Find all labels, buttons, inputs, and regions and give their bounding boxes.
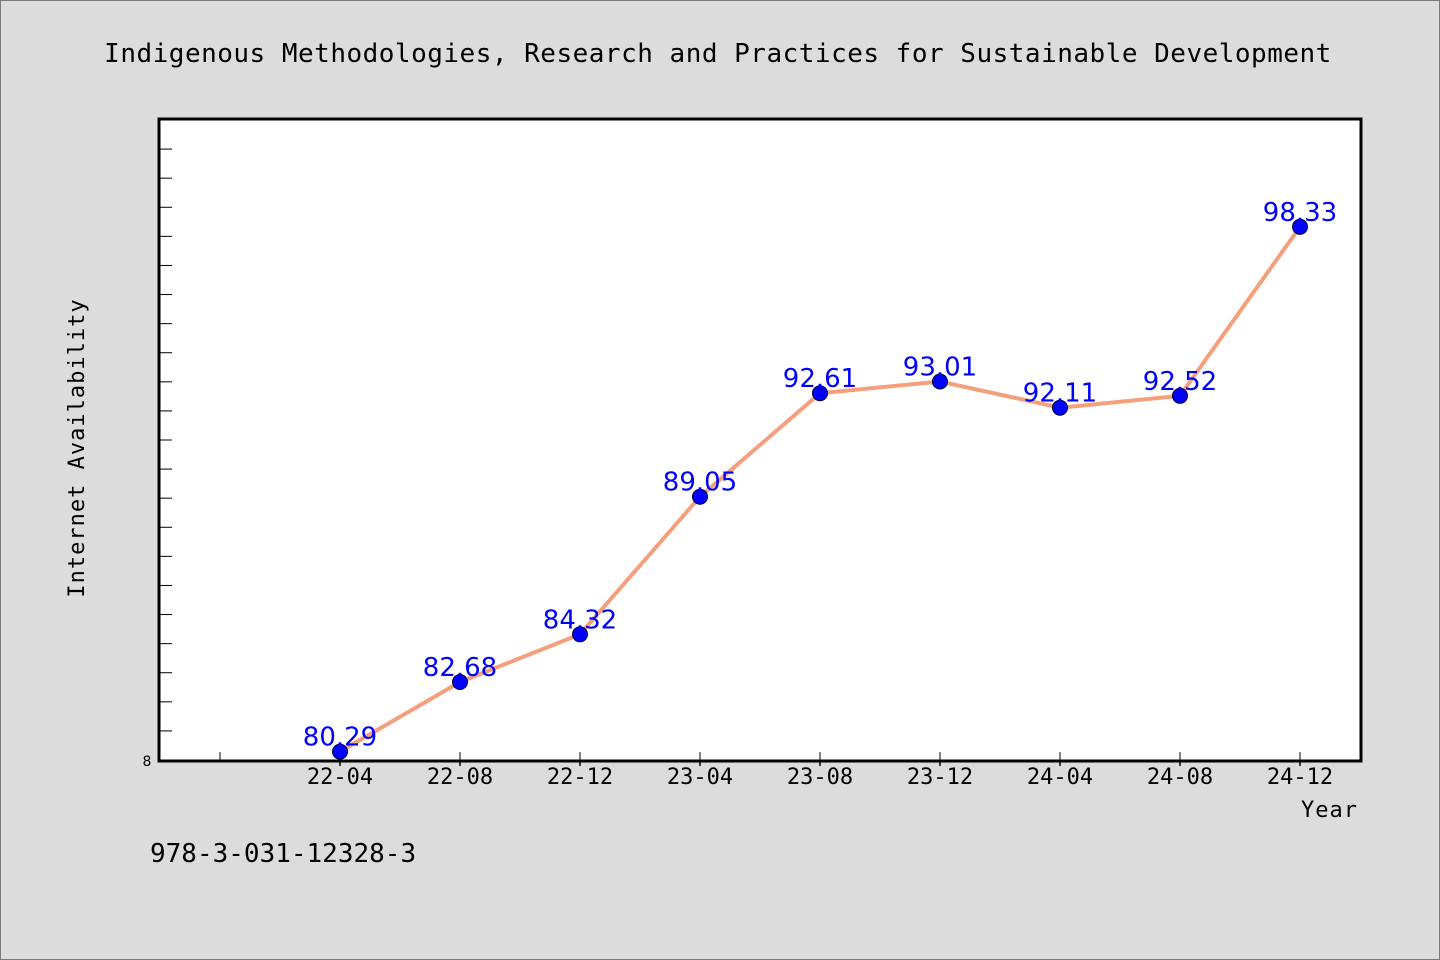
data-labels: 80.29 82.68 84.32 89.05 92.61 93.01 92.11 92.52…: [303, 198, 1337, 753]
x-tick-label: 22-08: [427, 765, 493, 790]
data-point: [572, 626, 588, 643]
data-point: [452, 674, 468, 690]
data-label: 98.33: [1263, 198, 1337, 228]
y-tick-label: 8: [143, 754, 152, 770]
y-axis-label: Internet Availability: [65, 298, 90, 597]
data-label: 92.52: [1143, 367, 1217, 397]
x-tick-label: 23-04: [667, 765, 733, 790]
data-label: 80.29: [303, 723, 377, 753]
data-label: 82.68: [423, 653, 497, 683]
x-axis-ticks: [219, 752, 1301, 766]
data-point: [932, 373, 948, 390]
data-point: [1172, 387, 1188, 404]
data-point: [1052, 399, 1068, 416]
series-layer: [332, 218, 1308, 760]
y-axis-ticks: [160, 148, 172, 732]
data-label: 89.05: [663, 468, 737, 498]
data-point: [692, 488, 708, 505]
x-tick-label: 22-04: [307, 765, 373, 790]
x-tick-label: 24-04: [1027, 765, 1093, 790]
x-tick-label: 23-12: [907, 765, 973, 790]
isbn-text: 978-3-031-12328-3: [150, 839, 416, 869]
x-tick-label: 24-08: [1147, 765, 1213, 790]
x-tick-label: 24-12: [1267, 765, 1333, 790]
x-tick-labels: 22-04 22-08 22-12 23-04 23-08 23-12 24-04 24-08…: [307, 765, 1333, 790]
data-point: [812, 385, 828, 402]
data-label: 92.61: [783, 364, 857, 394]
plot-area: [157, 117, 1363, 763]
x-axis-label: Year: [1301, 798, 1358, 823]
data-point: [332, 743, 348, 760]
data-label: 92.11: [1023, 379, 1097, 409]
data-label: 84.32: [543, 605, 617, 635]
data-point: [1292, 218, 1308, 235]
x-tick-label: 22-12: [547, 765, 613, 790]
data-label: 93.01: [903, 353, 977, 383]
x-tick-label: 23-08: [787, 765, 853, 790]
chart-title: Indigenous Methodologies, Research and P…: [104, 39, 1332, 69]
